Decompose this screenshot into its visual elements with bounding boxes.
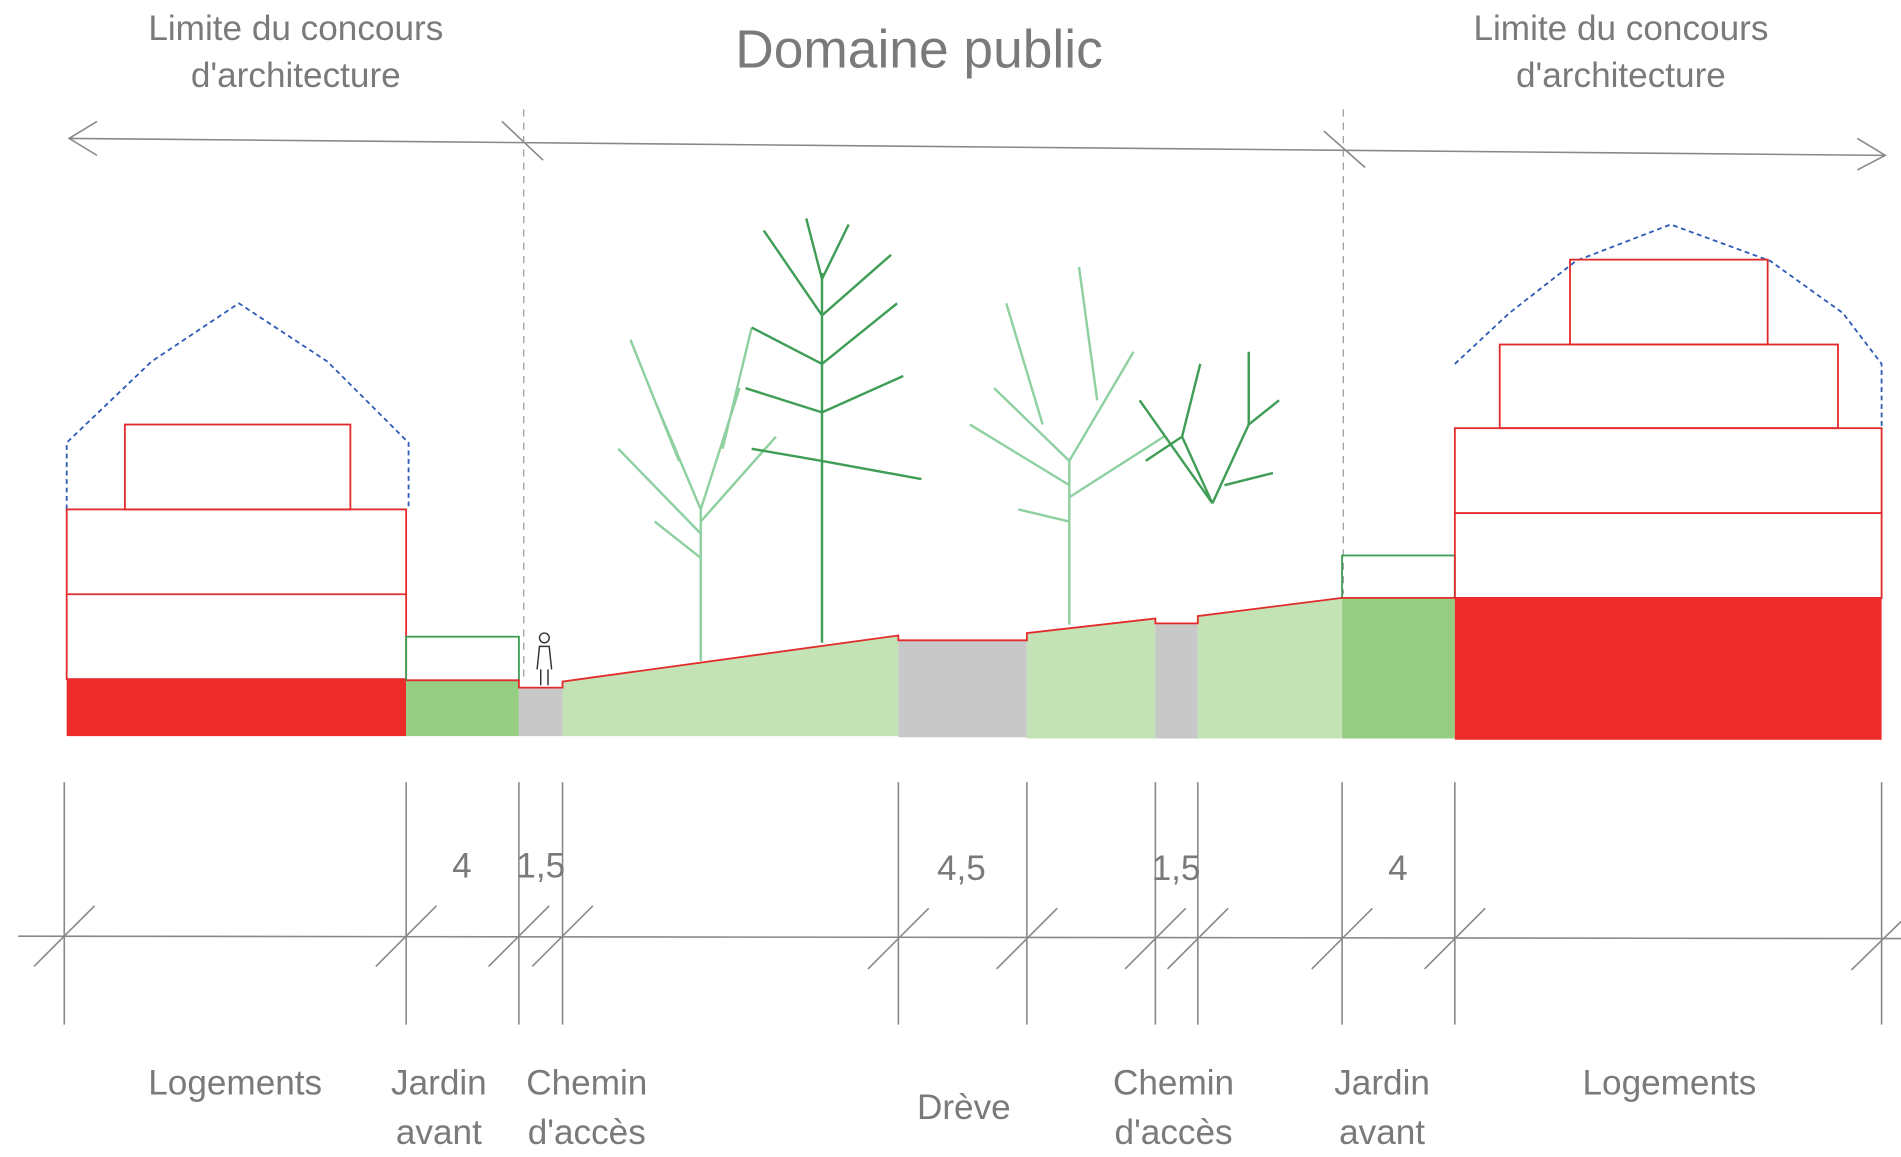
zone-label: Logements <box>148 1064 322 1103</box>
title: Domaine public <box>735 21 1103 80</box>
dimension: 1,5 <box>1152 849 1201 888</box>
drawing <box>18 109 1901 1025</box>
dimension: 4,5 <box>937 849 986 888</box>
zone-label: d'accès <box>528 1113 646 1152</box>
zone-label: d'accès <box>1115 1113 1233 1152</box>
zone-label: Chemin <box>526 1064 647 1103</box>
zone-label: Logements <box>1582 1064 1756 1103</box>
zone-label: Drève <box>917 1088 1011 1127</box>
zone-label: Jardin <box>1334 1064 1430 1103</box>
labels: Limite du concours d'architecture Limite d… <box>148 9 1768 1152</box>
dimension: 4 <box>1388 849 1408 888</box>
zone-label: avant <box>1339 1113 1425 1152</box>
limit-label: d'architecture <box>191 56 401 95</box>
zone-label: Jardin <box>391 1064 487 1103</box>
zone-label: Chemin <box>1113 1064 1234 1103</box>
limit-label: d'architecture <box>1516 56 1726 95</box>
limit-label: Limite du concours <box>1473 9 1768 48</box>
dimension: 1,5 <box>516 847 565 886</box>
limit-label: Limite du concours <box>148 9 443 48</box>
dimension: 4 <box>452 847 472 886</box>
zone-label: avant <box>396 1113 482 1152</box>
